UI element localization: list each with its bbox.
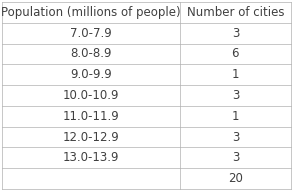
Text: 6: 6 <box>232 47 239 60</box>
Text: 20: 20 <box>228 172 243 185</box>
Text: Population (millions of people): Population (millions of people) <box>1 6 181 19</box>
Text: 1: 1 <box>232 110 239 123</box>
Text: 3: 3 <box>232 131 239 144</box>
Text: 3: 3 <box>232 89 239 102</box>
Text: Number of cities: Number of cities <box>187 6 284 19</box>
Text: 13.0-13.9: 13.0-13.9 <box>63 151 119 164</box>
Text: 3: 3 <box>232 27 239 40</box>
Text: 8.0-8.9: 8.0-8.9 <box>70 47 112 60</box>
Text: 12.0-12.9: 12.0-12.9 <box>62 131 119 144</box>
Text: 9.0-9.9: 9.0-9.9 <box>70 68 112 81</box>
Text: 1: 1 <box>232 68 239 81</box>
Text: 11.0-11.9: 11.0-11.9 <box>62 110 119 123</box>
Text: 7.0-7.9: 7.0-7.9 <box>70 27 112 40</box>
Text: 10.0-10.9: 10.0-10.9 <box>63 89 119 102</box>
Text: 3: 3 <box>232 151 239 164</box>
